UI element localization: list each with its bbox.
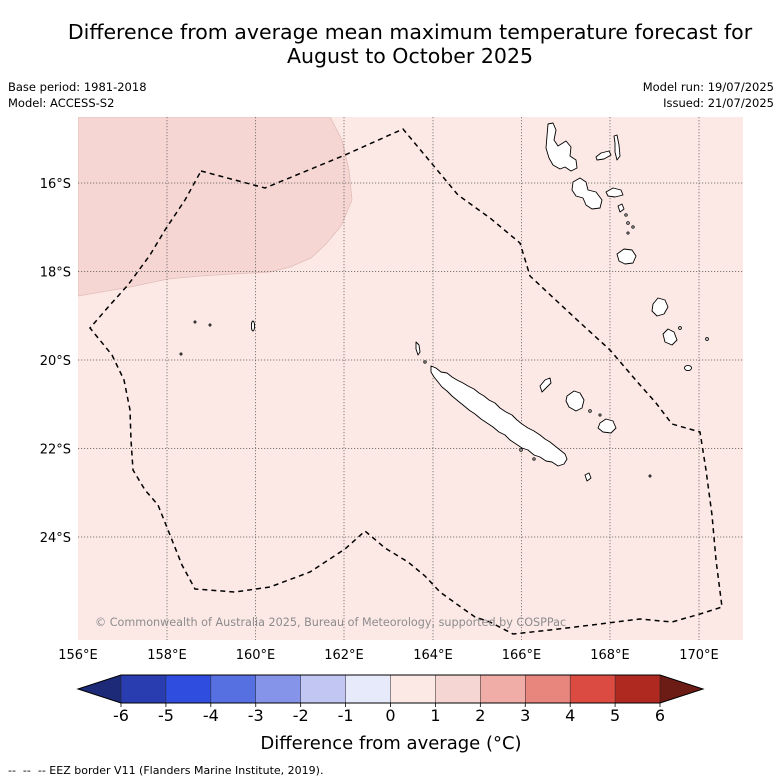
colorbar-bin: [121, 675, 166, 703]
island-malekula: [571, 177, 603, 210]
colorbar-tick-label: -6: [113, 706, 129, 725]
islet-outline: [532, 457, 536, 461]
island-pentecost: [613, 134, 621, 161]
islet-outline: [519, 448, 523, 452]
colorbar-extend-low: [78, 675, 121, 703]
colorbar-edges: [120, 675, 661, 703]
lon-label: 162°E: [324, 648, 364, 663]
lat-label: 22°S: [40, 443, 71, 458]
colorbar-tick-label: -1: [338, 706, 354, 725]
map-panel: © Commonwealth of Australia 2025, Bureau…: [78, 117, 743, 640]
lon-label: 168°E: [590, 648, 630, 663]
colorbar-tick-label: 4: [565, 706, 575, 725]
colorbar-tick-label: 2: [475, 706, 485, 725]
base-period-text: Base period: 1981-2018: [8, 80, 147, 94]
colorbar-extend-high: [660, 675, 703, 703]
lon-label: 156°E: [58, 648, 98, 663]
islet-outline: [208, 323, 212, 327]
island-efate: [616, 248, 637, 265]
eez-border-note: -- -- -- EEZ border V11 (Flanders Marine…: [8, 764, 323, 777]
islet-outline: [626, 231, 630, 235]
model-text: Model: ACCESS-S2: [8, 96, 114, 110]
landmasses: [179, 122, 709, 482]
colorbar-bin: [300, 675, 346, 703]
issued-text: Issued: 21/07/2025: [663, 96, 774, 110]
colorbar-tick-marks: [120, 703, 661, 707]
islet-outline: [193, 320, 197, 324]
colorbar: -6 -5 -4 -3 -2 -1 0 1 2 3 4 5 6 Differen…: [76, 674, 705, 754]
latitude-labels: 16°S 18°S 20°S 22°S 24°S: [40, 177, 71, 546]
colorbar-tick-label: 6: [655, 706, 665, 725]
islet-outline: [423, 360, 427, 364]
lon-label: 166°E: [502, 648, 542, 663]
islet-outline: [678, 326, 682, 330]
island-ambrym: [605, 187, 624, 198]
island-ambae: [595, 150, 612, 161]
colorbar-tick-label: 1: [430, 706, 440, 725]
islet-outline: [588, 409, 592, 413]
colorbar-tick-label: 3: [520, 706, 530, 725]
colorbar-tick-labels: -6 -5 -4 -3 -2 -1 0 1 2 3 4 5 6: [113, 706, 665, 725]
lon-label: 170°E: [679, 648, 719, 663]
colorbar-bin: [165, 675, 211, 703]
island-lifou: [565, 390, 585, 412]
colorbar-bin: [435, 675, 481, 703]
islet-outline: [250, 320, 256, 332]
colorbar-bin: [525, 675, 571, 703]
lat-label: 20°S: [40, 354, 71, 369]
islet-outline: [705, 337, 709, 341]
lon-label: 164°E: [413, 648, 453, 663]
lat-label: 16°S: [40, 177, 71, 192]
islet-outline: [624, 213, 628, 217]
lon-label: 158°E: [147, 648, 187, 663]
colorbar-tick-label: -3: [248, 706, 264, 725]
colorbar-tick-label: 5: [610, 706, 620, 725]
colorbar-tick-label: -2: [293, 706, 309, 725]
colorbar-bin: [480, 675, 526, 703]
lat-label: 24°S: [40, 531, 71, 546]
island-erromango: [651, 297, 669, 317]
island-ouvea: [539, 377, 552, 393]
island-epi: [617, 203, 625, 213]
eez-border-line: [89, 128, 723, 635]
colorbar-bin: [255, 675, 301, 703]
colorbar-bin: [570, 675, 616, 703]
island-grande-terre: [430, 365, 568, 467]
colorbar-bin: [390, 675, 436, 703]
colorbar-bin: [210, 675, 256, 703]
longitude-labels: 156°E 158°E 160°E 162°E 164°E 166°E 168°…: [58, 648, 719, 663]
island-tanna: [662, 328, 678, 346]
islet-outline: [648, 474, 652, 478]
colorbar-tick-label: -4: [203, 706, 219, 725]
island-aneityum: [684, 364, 692, 372]
colorbar-tick-label: -5: [158, 706, 174, 725]
island-belep: [415, 341, 421, 356]
colorbar-tick-label: 0: [385, 706, 395, 725]
islet-outline: [626, 221, 630, 225]
island-espiritu-santo: [545, 122, 578, 172]
title-line-1: Difference from average mean maximum tem…: [68, 20, 753, 44]
copyright-text: © Commonwealth of Australia 2025, Bureau…: [95, 616, 566, 629]
islet-outline: [179, 352, 183, 356]
island-isle-of-pines: [584, 472, 592, 482]
graticule: [78, 117, 743, 640]
colorbar-bin: [615, 675, 660, 703]
islet-outline: [598, 413, 602, 417]
lon-label: 160°E: [236, 648, 276, 663]
title-line-2: August to October 2025: [287, 44, 533, 68]
colorbar-bin: [345, 675, 391, 703]
island-mare: [597, 418, 617, 434]
lat-label: 18°S: [40, 266, 71, 281]
islet-outline: [631, 225, 635, 229]
colorbar-label: Difference from average (°C): [260, 733, 521, 754]
model-run-text: Model run: 19/07/2025: [643, 80, 774, 94]
